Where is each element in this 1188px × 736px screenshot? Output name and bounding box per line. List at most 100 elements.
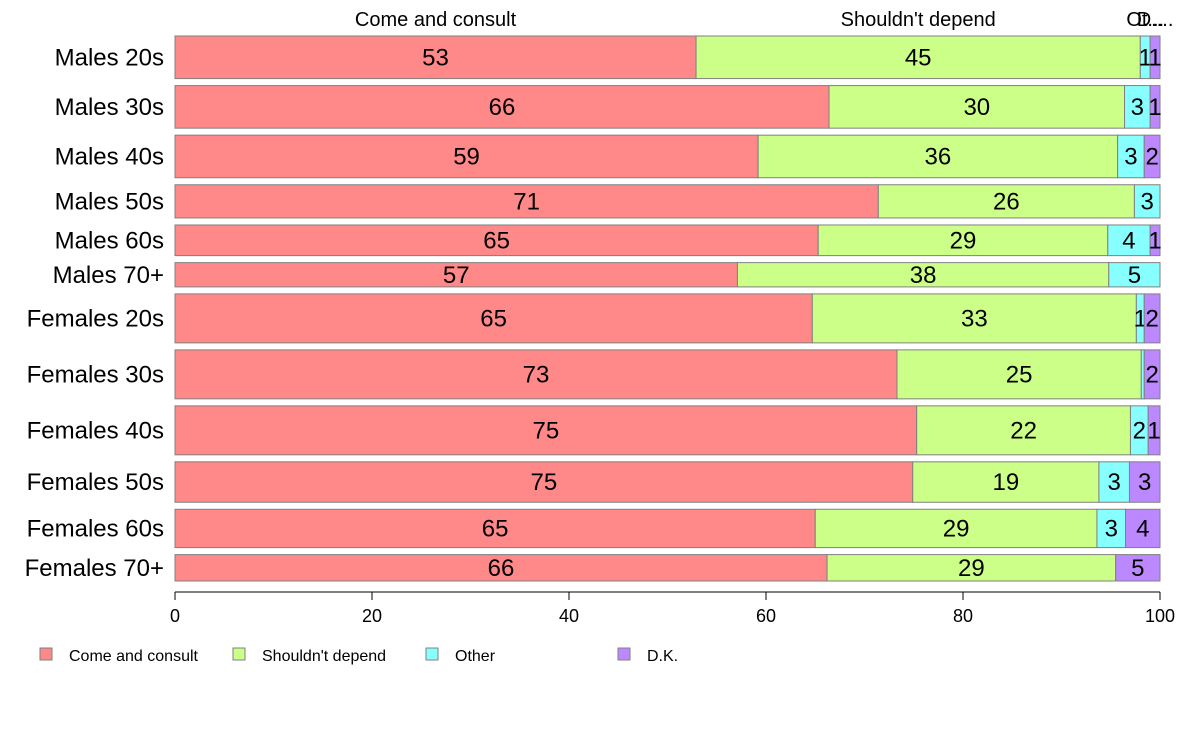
- x-tick-label: 80: [953, 606, 973, 626]
- bar-segment: [1149, 85, 1161, 129]
- category-label: Males 70+: [53, 262, 164, 289]
- bar-value-label: 5: [1128, 262, 1141, 289]
- bar-segment: [174, 134, 759, 179]
- bar-segment: [174, 184, 879, 219]
- bar-value-label: 2: [1145, 361, 1158, 388]
- bar-segment: [817, 224, 1109, 257]
- bar-segment: [1128, 461, 1161, 503]
- bar-segment: [1133, 184, 1161, 219]
- bar-value-label: 71: [513, 188, 540, 215]
- category-label: Females 50s: [27, 469, 164, 496]
- category-label: Males 30s: [55, 94, 164, 121]
- bar-value-label: 26: [993, 188, 1020, 215]
- bar-segment: [174, 35, 697, 80]
- bar-segment: [174, 508, 816, 549]
- bar-value-label: 38: [910, 262, 937, 289]
- legend-swatch: [39, 647, 53, 661]
- legend-label: D.K.: [647, 648, 678, 665]
- bar-segment: [1108, 262, 1161, 288]
- bar-value-label: 45: [905, 44, 932, 71]
- bar-row: 75 22 2 1: [174, 405, 1161, 456]
- bar-segment: [757, 134, 1119, 179]
- legend-label: Come and consult: [69, 648, 199, 665]
- x-tick-label: 0: [170, 606, 180, 626]
- legend-label: Shouldn't depend: [262, 648, 386, 665]
- bar-value-label: 4: [1136, 515, 1149, 542]
- bar-value-label: 22: [1010, 417, 1037, 444]
- bar-value-label: 3: [1131, 94, 1144, 121]
- bar-value-label: 75: [533, 417, 560, 444]
- bar-value-label: 33: [961, 305, 988, 332]
- bar-value-label: 53: [422, 44, 449, 71]
- bar-segment: [814, 508, 1098, 549]
- bar-value-label: 3: [1138, 469, 1151, 496]
- bar-row: 53 45 11: [174, 35, 1162, 80]
- bar-value-label: 66: [489, 94, 516, 121]
- bar-segment: [174, 85, 830, 129]
- bar-value-label: 3: [1124, 143, 1137, 170]
- legend-swatch: [232, 647, 246, 661]
- bar-value-label: 3: [1141, 188, 1154, 215]
- bar-value-label: 65: [483, 227, 510, 254]
- bar-segment: [1115, 554, 1161, 582]
- bar-value-label: 65: [482, 515, 509, 542]
- x-tick-label: 60: [756, 606, 776, 626]
- bar-segment: [174, 262, 738, 288]
- bar-segment: [1124, 85, 1151, 129]
- bar-value-label: 1: [1148, 44, 1161, 71]
- bar-value-label: 25: [1006, 361, 1033, 388]
- bar-value-label: 59: [453, 143, 480, 170]
- bar-row: 66 29 5: [174, 554, 1161, 582]
- bar-segment: [695, 35, 1141, 80]
- x-tick-label: 40: [559, 606, 579, 626]
- bar-segment: [828, 85, 1126, 129]
- bar-segment: [174, 349, 898, 400]
- column-header-label: D....: [1137, 9, 1174, 31]
- bar-value-label: 65: [480, 305, 507, 332]
- bar-segment: [896, 349, 1142, 400]
- legend-swatch: [425, 647, 439, 661]
- bar-value-label: 29: [943, 515, 970, 542]
- bar-segment: [1147, 405, 1161, 456]
- legend-swatch: [617, 647, 631, 661]
- bar-value-label: 1: [1148, 227, 1161, 254]
- bar-value-label: 1: [1134, 305, 1147, 332]
- bar-row: 71 26 3: [174, 184, 1161, 219]
- x-tick-label: 100: [1145, 606, 1175, 626]
- category-label: Females 20s: [27, 305, 164, 332]
- bar-value-label: 66: [488, 555, 515, 582]
- bar-value-label: 1: [1147, 417, 1160, 444]
- bar-segment: [1143, 134, 1161, 179]
- bar-value-label: 75: [531, 469, 558, 496]
- legend: Come and consult Shouldn't depend Other D.K…: [39, 647, 678, 665]
- bar-row: 59 36 3 2: [174, 134, 1161, 179]
- bar-segment: [1125, 508, 1161, 549]
- bar-value-label: 29: [950, 227, 977, 254]
- category-label: Males 50s: [55, 188, 164, 215]
- bar-row: 65 29 4 1: [174, 224, 1162, 257]
- column-headers: Come and consult Shouldn't depend Ot...D..…: [355, 9, 1173, 31]
- bar-segment: [1107, 224, 1151, 257]
- bar-row: 66 30 3 1: [174, 85, 1162, 129]
- bar-row: 75 19 3 3: [174, 461, 1161, 503]
- bar-segment: [1096, 508, 1127, 549]
- x-tick-label: 20: [362, 606, 382, 626]
- column-header-label: Ot...: [1126, 9, 1164, 31]
- bar-value-label: 3: [1105, 515, 1118, 542]
- x-axis: 0 20 40 60 80 100: [170, 591, 1175, 626]
- column-header-label: Shouldn't depend: [841, 9, 996, 31]
- bar-value-label: 1: [1139, 44, 1152, 71]
- category-label: Males 40s: [55, 143, 164, 170]
- bar-value-label: 2: [1133, 417, 1146, 444]
- bar-segment: [1143, 349, 1161, 400]
- bar-segment: [174, 461, 914, 503]
- bar-segment: [916, 405, 1131, 456]
- bar-segment: [174, 405, 918, 456]
- bar-segment: [1098, 461, 1130, 503]
- bar-segment: [877, 184, 1135, 219]
- category-label: Females 30s: [27, 361, 164, 388]
- bar-segment: [1149, 35, 1161, 80]
- category-label: Males 60s: [55, 227, 164, 254]
- bar-value-label: 36: [925, 143, 952, 170]
